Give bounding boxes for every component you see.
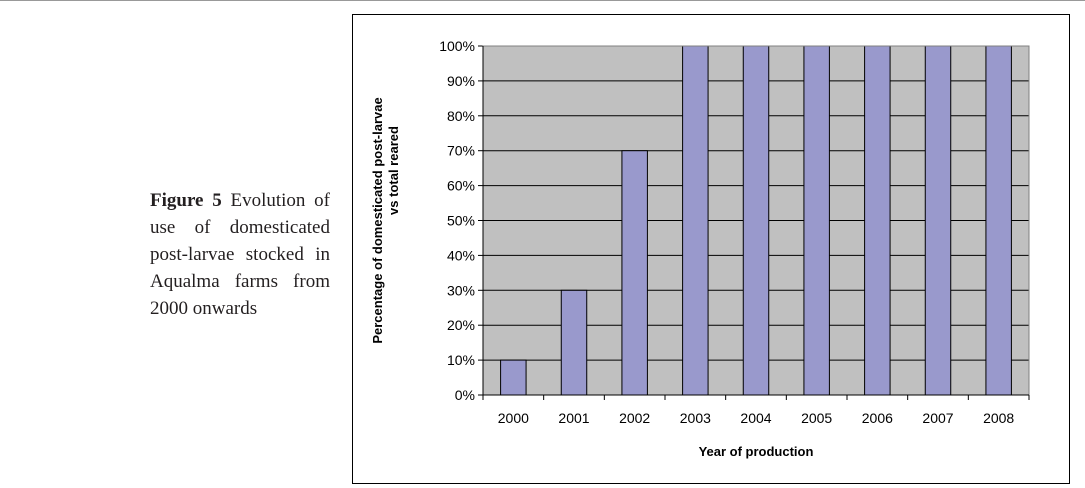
- y-tick-label: 30%: [447, 282, 475, 298]
- bar-2007: [924, 45, 952, 396]
- y-axis-label-line2: vs total reared: [386, 126, 401, 215]
- bar-2004: [742, 45, 770, 396]
- y-tick-label: 100%: [439, 38, 475, 54]
- y-tick-label: 70%: [447, 143, 475, 159]
- x-tick-label: 2007: [922, 410, 953, 426]
- axes: [478, 45, 1030, 400]
- x-tick-label: 2001: [558, 410, 589, 426]
- figure-label: Figure 5: [150, 190, 222, 211]
- y-tick-label: 20%: [447, 317, 475, 333]
- x-tick-label: 2008: [983, 410, 1014, 426]
- x-tick-label: 2005: [801, 410, 832, 426]
- x-tick-label: 2002: [619, 410, 650, 426]
- x-tick-label: 2004: [740, 410, 771, 426]
- tick-labels: 0% 10% 20% 30% 40% 50% 60% 70% 80% 90% 100% 2000 200…: [439, 38, 1014, 426]
- bar-2003: [682, 45, 709, 396]
- x-tick-label: 2003: [680, 410, 711, 426]
- y-tick-label: 40%: [447, 247, 475, 263]
- y-axis-label-line1: Percentage of domesticated post-larvae: [370, 97, 385, 343]
- bar-2005: [803, 45, 830, 396]
- bar-chart: 0% 10% 20% 30% 40% 50% 60% 70% 80% 90% 100% 2000 200…: [370, 38, 1030, 459]
- x-tick-label: 2006: [862, 410, 893, 426]
- top-rule: [0, 0, 1085, 1]
- bar-2001: [560, 289, 588, 396]
- bar-2008: [985, 45, 1012, 396]
- figure-caption: Figure 5 Evolution of use of domesticate…: [150, 187, 330, 322]
- x-axis-label: Year of production: [699, 444, 814, 459]
- bar-2006: [864, 45, 891, 396]
- bar-2000: [500, 359, 527, 396]
- caption-text: Evolution of use of domesticated post-la…: [150, 190, 330, 319]
- y-tick-label: 50%: [447, 213, 475, 229]
- y-tick-label: 0%: [455, 387, 475, 403]
- x-tick-label: 2000: [498, 410, 529, 426]
- y-tick-label: 10%: [447, 352, 475, 368]
- y-tick-label: 80%: [447, 108, 475, 124]
- y-tick-label: 60%: [447, 178, 475, 194]
- y-tick-label: 90%: [447, 73, 475, 89]
- bar-2002: [621, 150, 648, 396]
- chart-frame: 0% 10% 20% 30% 40% 50% 60% 70% 80% 90% 100% 2000 200…: [352, 14, 1070, 484]
